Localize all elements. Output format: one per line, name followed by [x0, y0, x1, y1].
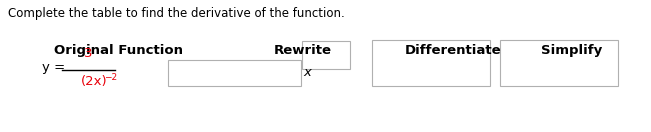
FancyBboxPatch shape — [302, 41, 350, 69]
Text: Simplify: Simplify — [542, 44, 603, 57]
Text: Differentiate: Differentiate — [405, 44, 501, 57]
FancyBboxPatch shape — [168, 60, 301, 86]
Text: (2x): (2x) — [81, 76, 107, 88]
FancyBboxPatch shape — [500, 40, 618, 86]
FancyBboxPatch shape — [372, 40, 490, 86]
Text: Rewrite: Rewrite — [274, 44, 332, 57]
Text: y =: y = — [42, 62, 65, 74]
Text: Complete the table to find the derivative of the function.: Complete the table to find the derivativ… — [8, 7, 345, 20]
Text: −2: −2 — [105, 72, 118, 81]
Text: Original Function: Original Function — [53, 44, 182, 57]
Text: x: x — [303, 67, 311, 79]
Text: 3: 3 — [84, 47, 92, 60]
